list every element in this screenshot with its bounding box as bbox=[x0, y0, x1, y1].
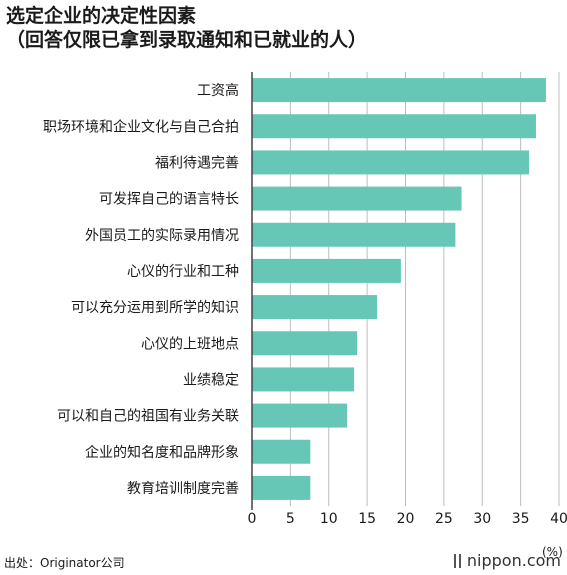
bar bbox=[252, 222, 456, 247]
bar bbox=[252, 258, 401, 283]
bar bbox=[252, 331, 358, 356]
brand-name: nippon.com bbox=[466, 551, 561, 570]
category-label: 心仪的行业和工种 bbox=[127, 264, 239, 280]
bar bbox=[252, 78, 546, 103]
bar bbox=[252, 150, 530, 175]
category-label: 工资高 bbox=[197, 82, 239, 99]
bar bbox=[252, 186, 462, 211]
category-label: 福利待遇完善 bbox=[155, 155, 239, 171]
x-tick-label: 30 bbox=[473, 511, 491, 527]
title-line-2: （回答仅限已拿到录取通知和已就业的人） bbox=[6, 29, 368, 51]
x-tick-label: 10 bbox=[320, 511, 338, 527]
x-tick-label: 15 bbox=[358, 511, 376, 527]
category-label: 可发挥自己的语言特长 bbox=[99, 192, 239, 208]
brand-logo[interactable]: nippon.com bbox=[453, 551, 561, 570]
category-label: 可以和自己的祖国有业务关联 bbox=[57, 409, 239, 425]
category-label: 业绩稳定 bbox=[183, 372, 239, 388]
x-tick-label: 35 bbox=[512, 511, 530, 527]
x-tick-label: 20 bbox=[397, 511, 415, 527]
bar bbox=[252, 114, 536, 139]
chart-title: 选定企业的决定性因素 （回答仅限已拿到录取通知和已就业的人） bbox=[6, 4, 367, 52]
x-tick-label: 0 bbox=[248, 511, 257, 527]
category-label: 心仪的上班地点 bbox=[141, 336, 239, 352]
bar bbox=[252, 295, 378, 320]
bar bbox=[252, 403, 348, 428]
x-tick-label: 25 bbox=[435, 511, 453, 527]
category-label: 外国员工的实际录用情况 bbox=[85, 228, 239, 244]
bar bbox=[252, 475, 311, 500]
category-label: 可以充分运用到所学的知识 bbox=[71, 299, 239, 316]
bar bbox=[252, 367, 355, 392]
category-label: 教育培训制度完善 bbox=[127, 481, 239, 497]
source-note: 出处：Originator公司 bbox=[4, 556, 125, 570]
nippon-mark-icon bbox=[453, 553, 461, 568]
bar bbox=[252, 439, 311, 464]
category-label: 企业的知名度和品牌形象 bbox=[85, 444, 239, 461]
category-label: 职场环境和企业文化与自己合拍 bbox=[43, 118, 239, 135]
x-tick-label: 5 bbox=[286, 511, 295, 527]
title-line-1: 选定企业的决定性因素 bbox=[6, 5, 197, 27]
x-tick-label: 40 bbox=[550, 511, 567, 527]
axis-unit-label: (%) bbox=[542, 545, 563, 559]
